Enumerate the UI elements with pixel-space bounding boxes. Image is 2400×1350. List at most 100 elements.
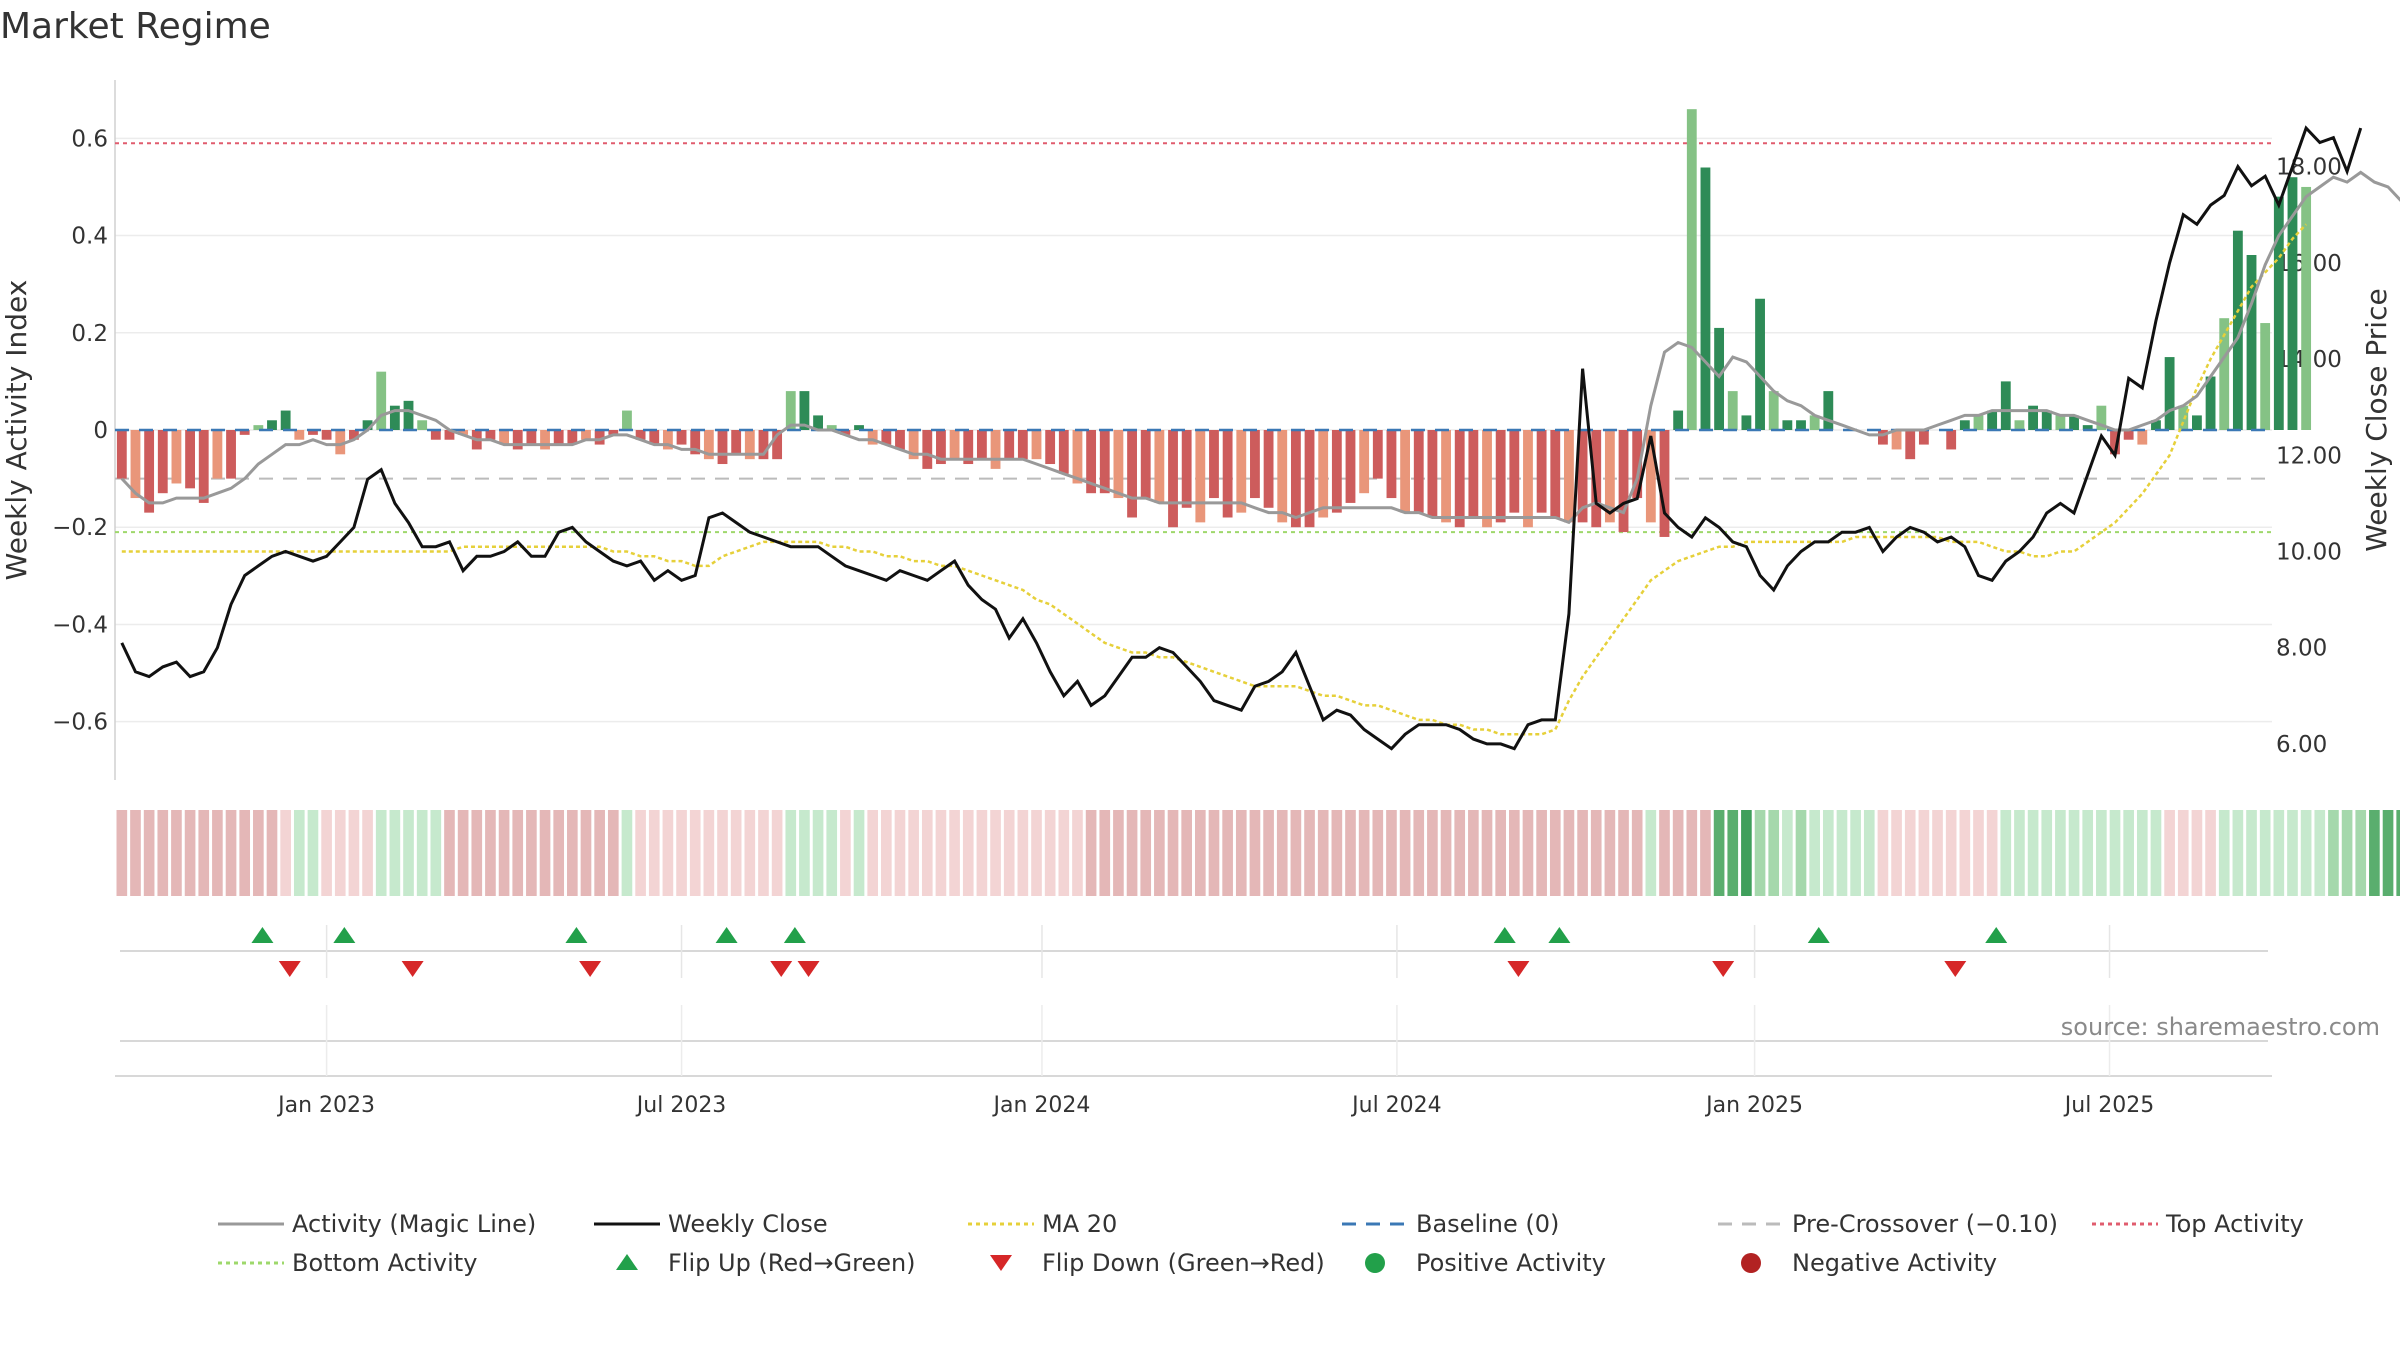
activity-bar <box>417 420 428 430</box>
flip-down-marker <box>770 961 793 977</box>
activity-bar <box>2041 410 2052 430</box>
activity-bar <box>1741 415 1752 430</box>
activity-bar <box>1181 430 1192 508</box>
activity-bar <box>895 430 905 450</box>
chart-title: Market Regime <box>0 6 271 47</box>
regime-cell <box>116 810 128 896</box>
activity-bar <box>908 430 919 460</box>
regime-cell <box>498 810 510 896</box>
activity-bar <box>1727 391 1738 430</box>
activity-bar <box>485 430 496 440</box>
activity-bar <box>2191 415 2202 430</box>
regime-cell <box>225 810 237 896</box>
regime-cell <box>1659 810 1670 896</box>
activity-bar <box>2096 405 2107 430</box>
y2-tick-label: 6.00 <box>2276 732 2327 758</box>
regime-cell <box>2055 810 2066 896</box>
activity-bar <box>690 430 701 455</box>
activity-bar <box>1195 430 1206 523</box>
activity-bar <box>1209 430 1219 499</box>
regime-cell <box>1932 810 1943 896</box>
activity-bar <box>1536 430 1547 513</box>
regime-cell <box>567 810 578 896</box>
regime-cell <box>2068 810 2080 896</box>
regime-cell <box>1358 810 1370 896</box>
activity-bar <box>2232 230 2243 430</box>
regime-cell <box>1208 810 1220 896</box>
activity-bar <box>963 430 974 465</box>
activity-bar <box>1468 430 1479 518</box>
regime-cell <box>1099 810 1111 896</box>
y-tick-label: 0.4 <box>71 224 108 250</box>
regime-cell <box>935 810 947 896</box>
regime-cell <box>471 810 483 896</box>
legend-flip-down-icon <box>990 1255 1012 1271</box>
flip-up-marker <box>715 927 738 943</box>
regime-cell <box>635 810 646 896</box>
activity-bar <box>1413 430 1424 513</box>
legend-label: Flip Down (Green→Red) <box>1042 1249 1325 1277</box>
activity-bar <box>1400 430 1411 513</box>
activity-bar <box>2000 381 2011 430</box>
activity-bar <box>321 430 332 440</box>
activity-bar <box>2178 405 2189 430</box>
regime-cell <box>416 810 428 896</box>
legend-label: Pre-Crossover (−0.10) <box>1792 1210 2058 1238</box>
activity-bar <box>2151 420 2161 430</box>
regime-cell <box>2341 810 2353 896</box>
activity-bar <box>294 430 305 440</box>
activity-bar <box>1017 430 1028 460</box>
y-tick-label: 0 <box>93 418 108 444</box>
activity-bar <box>922 430 933 469</box>
regime-cell <box>2136 810 2148 896</box>
regime-cell <box>307 810 319 896</box>
activity-bar <box>785 391 796 430</box>
regime-cell <box>444 810 455 896</box>
activity-bar <box>1086 430 1097 494</box>
regime-cell <box>143 810 155 896</box>
flip-up-marker <box>1807 927 1830 943</box>
legend-label: Weekly Close <box>668 1210 828 1238</box>
activity-bar <box>226 430 236 479</box>
regime-cell <box>1372 810 1384 896</box>
flip-up-marker <box>1493 927 1516 943</box>
regime-cell <box>198 810 210 896</box>
activity-bar <box>936 430 946 465</box>
regime-cell <box>1085 810 1097 896</box>
regime-cell <box>1549 810 1561 896</box>
regime-cell <box>2396 810 2400 896</box>
regime-cell <box>1809 810 1820 896</box>
regime-cell <box>621 810 633 896</box>
activity-bar <box>1918 430 1929 445</box>
regime-cell <box>2109 810 2121 896</box>
regime-cell <box>334 810 346 896</box>
regime-cell <box>1113 810 1124 896</box>
activity-bar <box>540 430 550 450</box>
regime-cell <box>266 810 278 896</box>
regime-cell <box>457 810 469 896</box>
activity-bar <box>976 430 987 460</box>
y-tick-label: −0.2 <box>52 515 108 541</box>
regime-cell <box>594 810 605 896</box>
regime-cell <box>1468 810 1479 896</box>
regime-cell <box>2369 810 2380 896</box>
x-tick-label: Jul 2023 <box>635 1093 727 1118</box>
activity-bar <box>1946 430 1957 450</box>
regime-cell <box>1331 810 1343 896</box>
regime-cell <box>662 810 674 896</box>
regime-cell <box>1304 810 1315 896</box>
regime-cell <box>1822 810 1834 896</box>
activity-bar <box>212 430 223 479</box>
activity-bar <box>280 410 291 430</box>
activity-bar <box>308 430 318 435</box>
activity-bar <box>567 430 578 445</box>
activity-bar <box>2287 177 2298 430</box>
regime-cell <box>1126 810 1138 896</box>
regime-cell <box>1945 810 1957 896</box>
activity-bar <box>881 430 892 445</box>
activity-bar <box>1359 430 1370 494</box>
regime-cell <box>1154 810 1165 896</box>
regime-cell <box>908 810 919 896</box>
flip-up-marker <box>565 927 588 943</box>
activity-bar <box>267 420 277 430</box>
